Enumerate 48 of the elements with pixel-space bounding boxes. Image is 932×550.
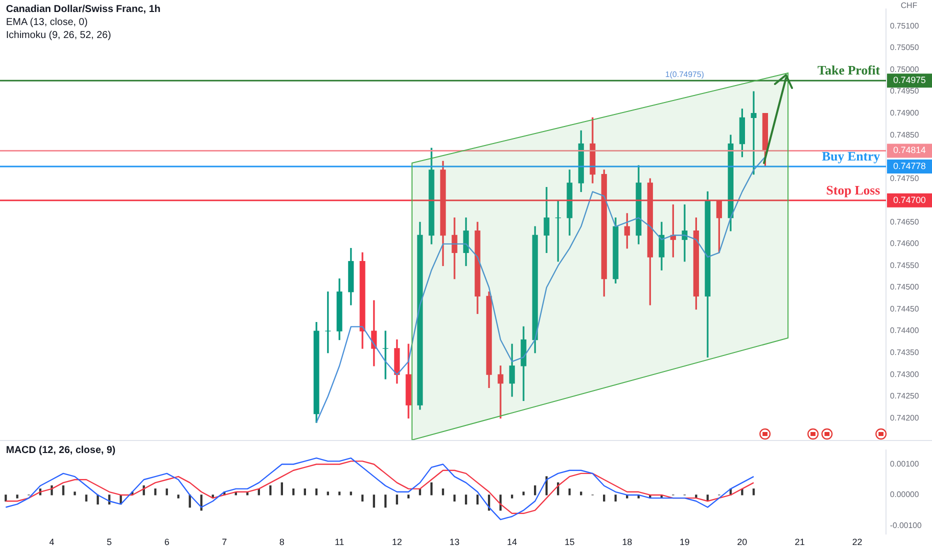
x-tick-label: 22 xyxy=(852,536,862,547)
y-tick-label: 0.74850 xyxy=(890,130,920,140)
y-tick-label: 0.00100 xyxy=(890,459,920,468)
x-tick-label: 6 xyxy=(164,536,170,547)
y-tick-label: 0.74600 xyxy=(890,239,920,248)
y-tick-label: 0.74350 xyxy=(890,348,920,358)
x-tick-label: 5 xyxy=(106,536,112,547)
y-tick-label: 0.74200 xyxy=(890,413,920,422)
annotation: Stop Loss xyxy=(826,182,880,198)
y-tick-label: 0.74300 xyxy=(890,370,920,379)
x-tick-label: 7 xyxy=(222,536,227,547)
y-tick-label: -0.00100 xyxy=(890,520,922,530)
y-tick-label: 0.74650 xyxy=(890,217,920,226)
y-tick-label: 0.74550 xyxy=(890,260,920,270)
ref-line-label: 0.74975 xyxy=(893,75,926,86)
x-tick-label: 13 xyxy=(450,536,460,547)
y-tick-label: 0.74450 xyxy=(890,304,920,314)
y-tick-label: 0.74950 xyxy=(890,86,920,96)
annotation: Buy Entry xyxy=(822,148,880,164)
y-tick-label: 0.74900 xyxy=(890,108,920,118)
annotation: Take Profit xyxy=(818,62,881,78)
x-tick-label: 8 xyxy=(279,536,284,547)
ref-line-label: 0.74778 xyxy=(893,160,926,171)
y-tick-label: 0.74500 xyxy=(890,282,920,292)
annotation: Ichimoku (9, 26, 52, 26) xyxy=(6,29,112,42)
y-tick-label: 0.75100 xyxy=(890,21,920,30)
x-tick-label: 12 xyxy=(392,536,402,547)
x-tick-label: 21 xyxy=(794,536,805,547)
x-tick-label: 4 xyxy=(49,536,54,547)
y-axis-title: CHF xyxy=(900,1,918,10)
x-tick-label: 11 xyxy=(334,536,344,547)
y-tick-label: 0.74250 xyxy=(890,392,920,401)
annotation: EMA (13, close, 0) xyxy=(6,16,88,29)
x-tick-label: 14 xyxy=(507,536,518,547)
x-tick-label: 19 xyxy=(680,536,690,547)
y-tick-label: 0.75050 xyxy=(890,43,920,52)
ref-line-label: 0.74814 xyxy=(893,145,926,156)
x-tick-label: 18 xyxy=(622,536,632,547)
ref-line-label: 0.74700 xyxy=(893,194,926,205)
chart-title: Canadian Dollar/Swiss Franc, 1h xyxy=(6,3,160,16)
y-tick-label: 0.00000 xyxy=(890,490,920,500)
x-tick-label: 15 xyxy=(564,536,575,547)
y-tick-label: 0.74750 xyxy=(890,174,920,183)
annotation: 1(0.74975) xyxy=(665,70,704,79)
y-tick-label: 0.75000 xyxy=(890,64,920,74)
chart-title: MACD (12, 26, close, 9) xyxy=(6,444,116,457)
x-tick-label: 20 xyxy=(737,536,748,547)
y-tick-label: 0.74400 xyxy=(890,326,920,336)
